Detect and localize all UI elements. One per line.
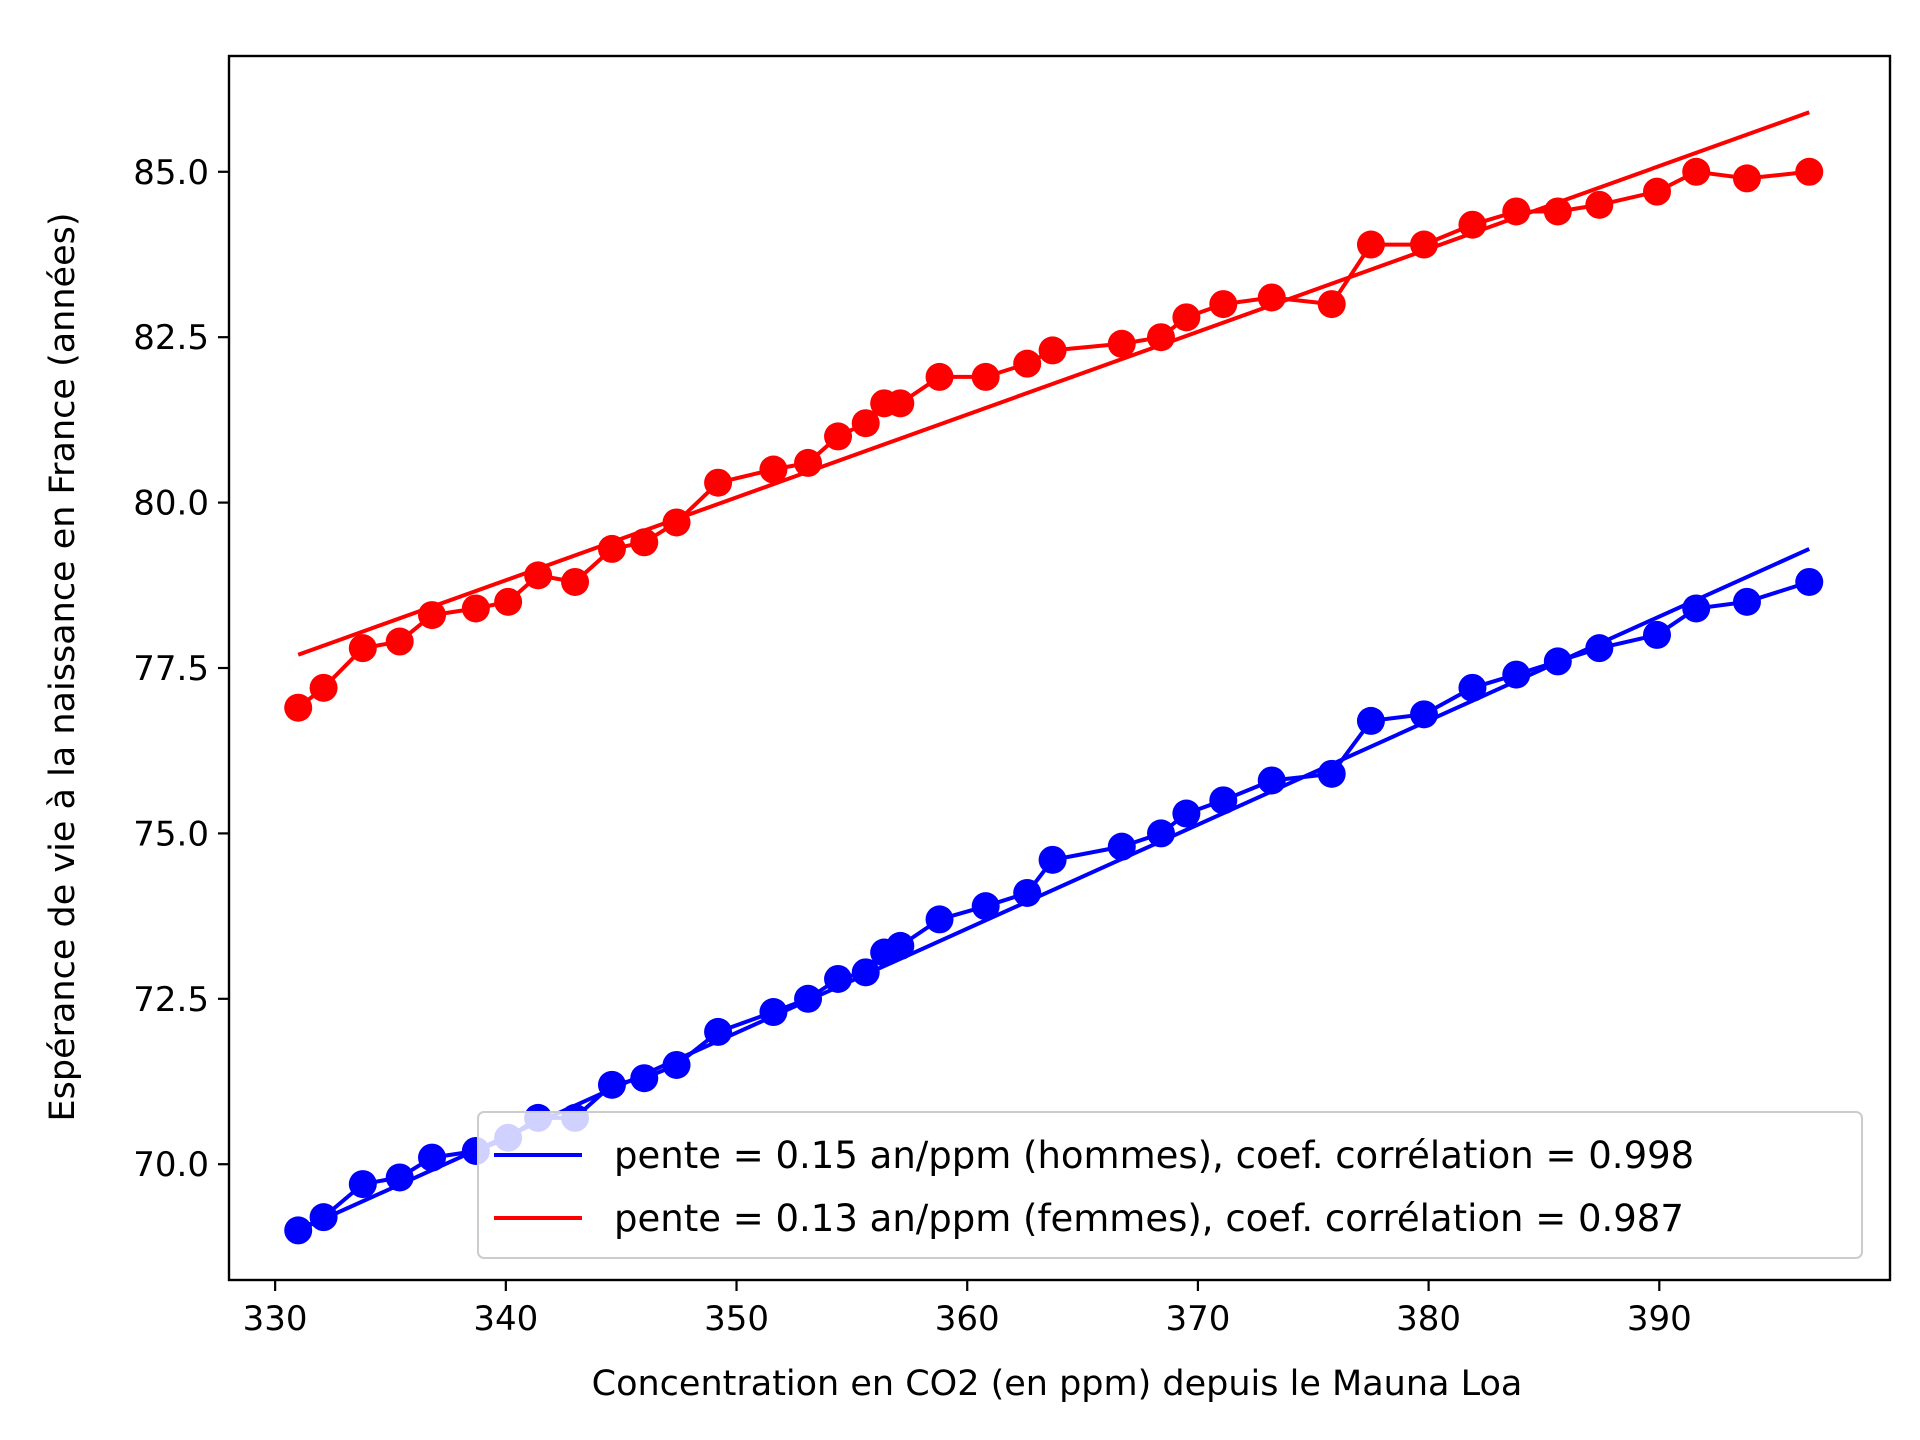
data-point-femmes: [524, 561, 553, 590]
y-tick-label: 80.0: [133, 484, 209, 524]
data-point-hommes: [1013, 878, 1042, 907]
data-point-hommes: [630, 1064, 659, 1093]
data-point-hommes: [1585, 634, 1614, 663]
data-point-femmes: [1732, 164, 1761, 193]
data-point-femmes: [704, 468, 733, 497]
data-point-hommes: [1732, 587, 1761, 616]
data-point-femmes: [1147, 323, 1176, 352]
data-point-femmes: [1682, 157, 1711, 186]
x-tick-label: 330: [243, 1299, 308, 1339]
data-point-hommes: [1107, 832, 1136, 861]
data-point-femmes: [1795, 157, 1824, 186]
data-point-hommes: [1795, 567, 1824, 596]
data-point-hommes: [851, 958, 880, 987]
data-point-hommes: [1642, 620, 1671, 649]
data-point-femmes: [759, 455, 788, 484]
data-point-hommes: [1147, 819, 1176, 848]
data-point-femmes: [925, 362, 954, 391]
data-point-hommes: [704, 1017, 733, 1046]
data-point-femmes: [385, 627, 414, 656]
data-point-hommes: [759, 998, 788, 1027]
data-point-femmes: [1317, 290, 1346, 319]
x-axis-label: Concentration en CO2 (en ppm) depuis le …: [592, 1364, 1523, 1404]
data-point-femmes: [597, 534, 626, 563]
data-point-hommes: [385, 1163, 414, 1192]
data-point-hommes: [1356, 706, 1385, 735]
data-point-femmes: [794, 448, 823, 477]
data-point-hommes: [662, 1050, 691, 1079]
data-point-femmes: [1209, 290, 1238, 319]
data-point-femmes: [1409, 230, 1438, 259]
series-line-femmes: [296, 169, 1810, 710]
data-point-femmes: [1038, 336, 1067, 365]
data-point-hommes: [1317, 759, 1346, 788]
data-point-femmes: [561, 567, 590, 596]
data-point-femmes: [1502, 197, 1531, 226]
legend-box: [477, 1111, 1863, 1259]
x-tick-label: 360: [935, 1299, 1000, 1339]
data-point-hommes: [284, 1216, 313, 1245]
x-tick-label: 370: [1165, 1299, 1230, 1339]
data-point-hommes: [1502, 660, 1531, 689]
x-tick-label: 380: [1396, 1299, 1461, 1339]
data-point-hommes: [1409, 700, 1438, 729]
data-point-hommes: [794, 984, 823, 1013]
legend-label-femmes: pente = 0.13 an/ppm (femmes), coef. corr…: [614, 1197, 1684, 1240]
y-tick-label: 82.5: [133, 318, 209, 358]
y-tick-label: 72.5: [133, 980, 209, 1020]
data-point-hommes: [925, 905, 954, 934]
data-point-femmes: [1172, 303, 1201, 332]
data-point-femmes: [284, 693, 313, 722]
data-point-hommes: [309, 1203, 338, 1232]
data-point-femmes: [1458, 210, 1487, 239]
data-point-hommes: [597, 1070, 626, 1099]
data-point-femmes: [1107, 329, 1136, 358]
data-point-hommes: [824, 964, 853, 993]
data-point-femmes: [886, 389, 915, 418]
y-tick-label: 75.0: [133, 814, 209, 854]
data-point-femmes: [630, 528, 659, 557]
data-point-femmes: [1013, 349, 1042, 378]
data-point-hommes: [418, 1143, 447, 1172]
data-point-femmes: [494, 587, 523, 616]
data-point-femmes: [1356, 230, 1385, 259]
x-tick-label: 340: [473, 1299, 538, 1339]
y-tick-label: 77.5: [133, 649, 209, 689]
data-point-hommes: [1209, 786, 1238, 815]
data-point-femmes: [309, 673, 338, 702]
data-point-hommes: [348, 1170, 377, 1199]
data-point-femmes: [851, 409, 880, 438]
data-point-hommes: [971, 892, 1000, 921]
plot-area: [284, 110, 1824, 1245]
data-point-femmes: [1642, 177, 1671, 206]
data-point-hommes: [1682, 594, 1711, 623]
y-axis-label: Espérance de vie à la naissance en Franc…: [43, 213, 83, 1122]
data-point-hommes: [1038, 845, 1067, 874]
x-tick-label: 350: [704, 1299, 769, 1339]
data-point-hommes: [886, 931, 915, 960]
y-tick-label: 85.0: [133, 153, 209, 193]
data-point-femmes: [662, 508, 691, 537]
data-point-hommes: [1172, 799, 1201, 828]
y-tick-label: 70.0: [133, 1145, 209, 1185]
x-tick-label: 390: [1627, 1299, 1692, 1339]
legend: pente = 0.15 an/ppm (hommes), coef. corr…: [477, 1111, 1863, 1259]
data-point-hommes: [1458, 673, 1487, 702]
legend-label-hommes: pente = 0.15 an/ppm (hommes), coef. corr…: [614, 1134, 1694, 1177]
data-point-hommes: [1257, 766, 1286, 795]
data-point-femmes: [1585, 190, 1614, 219]
data-point-hommes: [1543, 647, 1572, 676]
data-point-femmes: [1257, 283, 1286, 312]
data-point-femmes: [461, 594, 490, 623]
data-point-femmes: [348, 634, 377, 663]
data-point-femmes: [418, 601, 447, 630]
data-point-femmes: [824, 422, 853, 451]
axes: 330 340 350 360 370 380 390 70.0 72.5 75.0 77.5 80.…: [133, 54, 1892, 1339]
data-point-femmes: [1543, 197, 1572, 226]
data-point-femmes: [971, 362, 1000, 391]
plot-frame: [227, 54, 1892, 1282]
